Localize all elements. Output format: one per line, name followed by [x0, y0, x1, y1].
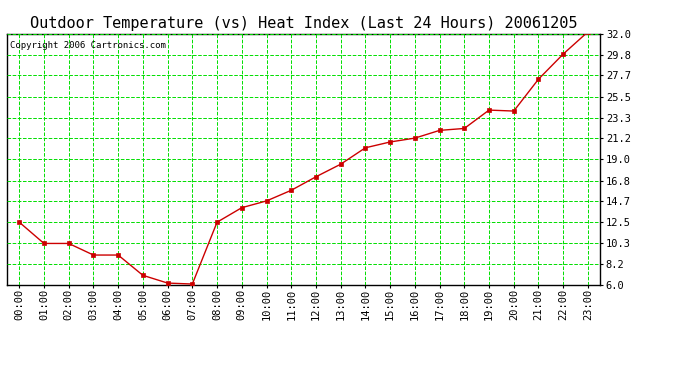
Title: Outdoor Temperature (vs) Heat Index (Last 24 Hours) 20061205: Outdoor Temperature (vs) Heat Index (Las… — [30, 16, 578, 31]
Text: Copyright 2006 Cartronics.com: Copyright 2006 Cartronics.com — [10, 41, 166, 50]
